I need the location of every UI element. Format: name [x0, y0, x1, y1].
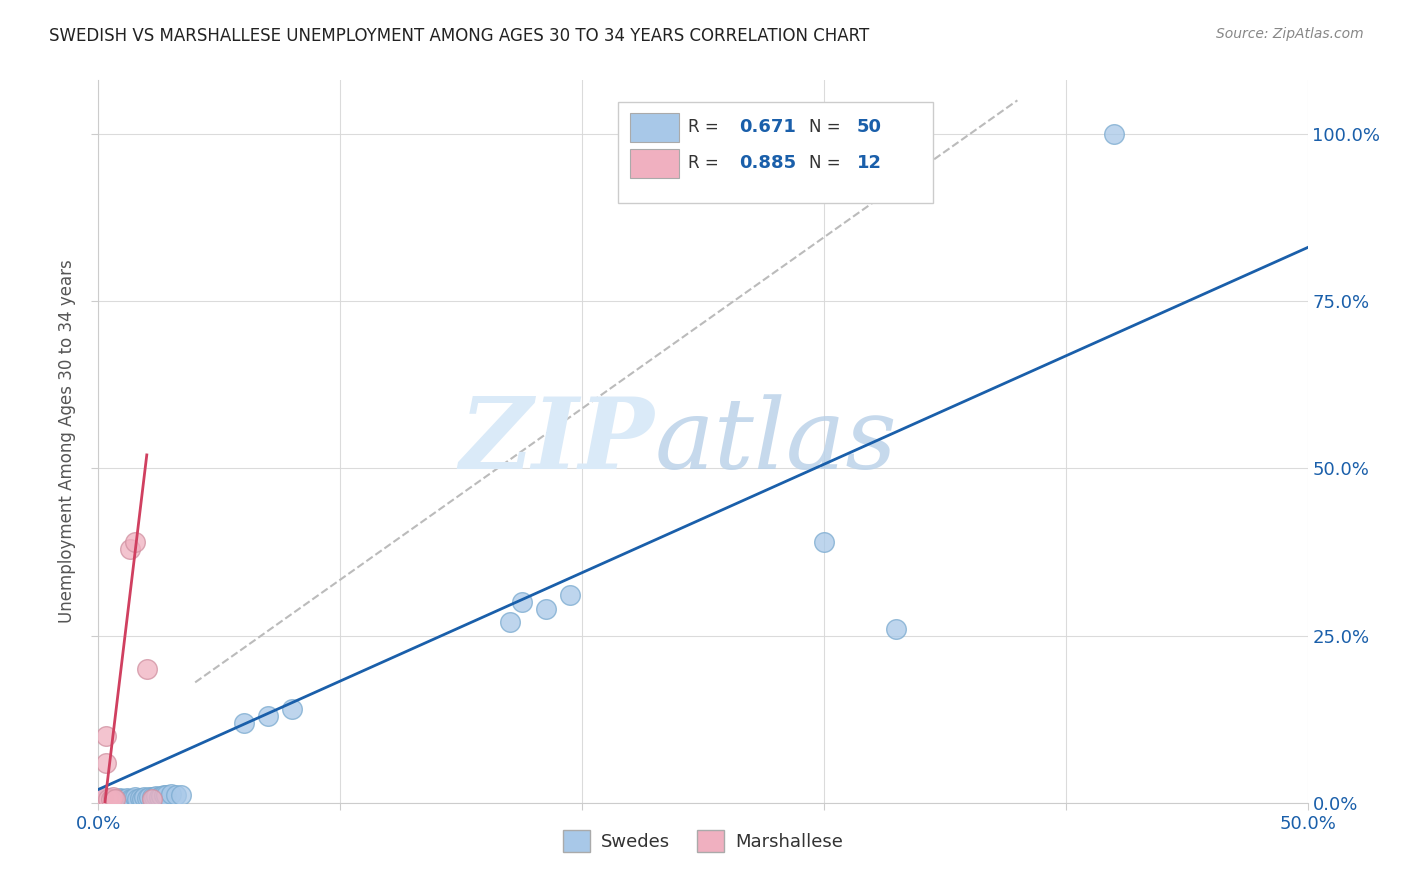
FancyBboxPatch shape [619, 102, 932, 203]
Y-axis label: Unemployment Among Ages 30 to 34 years: Unemployment Among Ages 30 to 34 years [58, 260, 76, 624]
Point [124, 534, 146, 549]
Point [150, 789, 173, 804]
Point [94, 729, 117, 743]
Point [148, 789, 170, 804]
Text: R =: R = [689, 118, 724, 136]
Point [131, 792, 153, 806]
Point [118, 792, 141, 806]
Point [138, 790, 160, 805]
Point [127, 792, 149, 806]
Text: SWEDISH VS MARSHALLESE UNEMPLOYMENT AMONG AGES 30 TO 34 YEARS CORRELATION CHART: SWEDISH VS MARSHALLESE UNEMPLOYMENT AMON… [49, 27, 869, 45]
Point [281, 702, 304, 716]
Point [117, 791, 139, 805]
Point [510, 595, 533, 609]
Text: 12: 12 [856, 153, 882, 171]
Point [94, 792, 117, 806]
Text: Source: ZipAtlas.com: Source: ZipAtlas.com [1216, 27, 1364, 41]
Point [114, 792, 136, 806]
Point [160, 787, 183, 801]
Point [108, 792, 131, 806]
Point [104, 793, 127, 807]
Text: N =: N = [810, 118, 846, 136]
Point [94, 756, 117, 770]
Point [256, 708, 278, 723]
Point [141, 789, 163, 804]
Text: ZIP: ZIP [460, 393, 655, 490]
Point [97, 792, 120, 806]
FancyBboxPatch shape [630, 149, 679, 178]
Point [107, 794, 129, 808]
Point [134, 790, 156, 805]
Point [111, 792, 134, 806]
Point [145, 789, 167, 804]
Point [813, 534, 835, 549]
Text: N =: N = [810, 153, 846, 171]
Point [108, 791, 131, 805]
Point [94, 794, 117, 808]
Text: 50: 50 [856, 118, 882, 136]
Point [169, 789, 191, 803]
Point [141, 792, 163, 806]
Point [152, 789, 174, 803]
Point [534, 602, 557, 616]
Point [100, 792, 122, 806]
Point [121, 792, 143, 806]
Point [90, 794, 112, 808]
Point [101, 790, 124, 805]
Point [91, 793, 114, 807]
Point [97, 793, 120, 807]
Point [128, 791, 150, 805]
Point [90, 792, 112, 806]
Text: atlas: atlas [655, 394, 897, 489]
Point [886, 622, 908, 636]
Point [558, 589, 581, 603]
Point [1102, 127, 1125, 141]
Point [135, 662, 157, 676]
Point [143, 790, 166, 805]
Point [107, 792, 129, 806]
Point [91, 790, 114, 805]
Point [155, 788, 177, 802]
Point [100, 794, 122, 808]
Point [101, 792, 124, 806]
Point [165, 788, 187, 802]
Text: 0.671: 0.671 [740, 118, 796, 136]
Text: 0.885: 0.885 [740, 153, 796, 171]
FancyBboxPatch shape [630, 112, 679, 142]
Point [118, 541, 141, 556]
Point [91, 792, 114, 806]
Point [101, 793, 124, 807]
Point [498, 615, 520, 630]
Text: R =: R = [689, 153, 724, 171]
Point [232, 715, 254, 730]
Point [97, 791, 120, 805]
Point [135, 791, 157, 805]
Legend: Swedes, Marshallese: Swedes, Marshallese [555, 822, 851, 859]
Point [104, 792, 127, 806]
Point [111, 793, 134, 807]
Point [104, 792, 127, 806]
Point [124, 790, 146, 805]
Point [100, 792, 122, 806]
